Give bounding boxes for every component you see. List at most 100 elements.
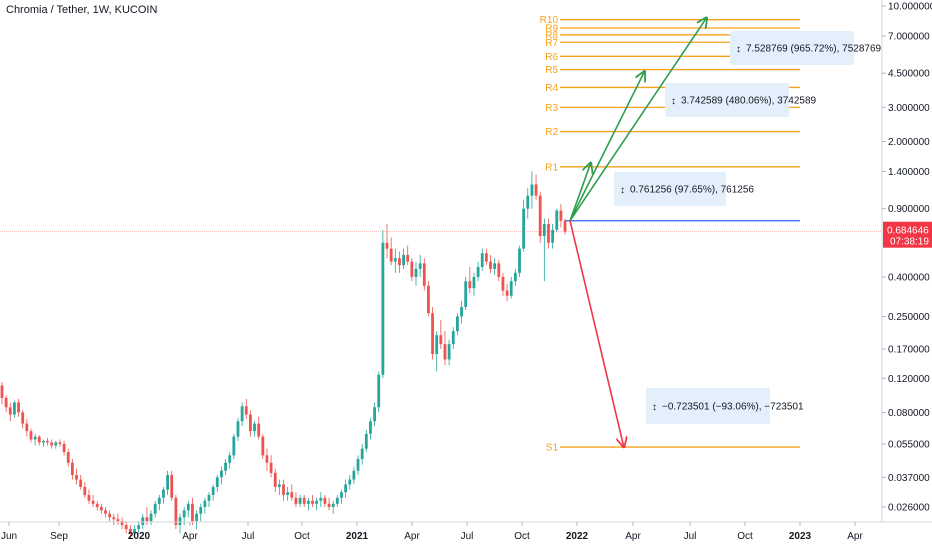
candle-body [505, 290, 509, 296]
candle-body [439, 335, 443, 345]
annotation-text: −0.723501 (−93.06%), −723501 [662, 402, 804, 413]
level-label-r4: R4 [545, 83, 558, 94]
candle-body [306, 500, 310, 504]
x-tick-label: 2021 [346, 531, 369, 542]
annotation-icon: ↕ [671, 96, 676, 107]
candle-body [269, 462, 273, 473]
candle-body [50, 442, 54, 446]
candle-body [75, 475, 78, 480]
candle-body [137, 524, 141, 530]
level-label-s1: S1 [546, 443, 559, 454]
annotation-box [730, 31, 854, 65]
candle-body [79, 479, 83, 487]
candle-body [464, 281, 468, 307]
candle-body [447, 344, 451, 360]
candle-body [87, 494, 91, 501]
candle-body [319, 497, 323, 501]
candle-body [277, 484, 281, 487]
candle-body [120, 521, 124, 525]
candle-body [170, 475, 174, 498]
candle-body [435, 335, 439, 355]
candle-body [211, 486, 215, 495]
candle-body [4, 397, 8, 408]
candle-body [340, 492, 343, 498]
candle-body [331, 503, 335, 507]
price-axis[interactable]: 10.000000 7.000000 4.500000 3.000000 2.00000… [881, 0, 932, 522]
candle-body [555, 210, 559, 230]
x-tick-label: Apr [847, 531, 863, 542]
candle-body [493, 263, 497, 269]
candle-body [418, 263, 422, 269]
candle-body [352, 470, 356, 480]
candle-body [116, 519, 120, 522]
y-tick-label: 10.000000 [888, 2, 932, 13]
candle-body [518, 248, 521, 273]
candle-body [145, 517, 149, 522]
candle-body [460, 306, 463, 317]
annotation-text: 3.742589 (480.06%), 3742589 [681, 96, 817, 107]
x-tick-label: Sep [50, 531, 68, 542]
candle-body [174, 497, 178, 525]
x-tick-label: Oct [514, 531, 530, 542]
annotation-box [646, 388, 770, 424]
candle-body [215, 477, 219, 487]
candle-body [29, 431, 33, 440]
candle-body [220, 470, 223, 478]
candle-body [364, 433, 368, 449]
y-tick-label: 0.055000 [888, 439, 930, 450]
candle-body [497, 263, 501, 277]
candle-body [112, 517, 116, 520]
candle-body [348, 479, 352, 485]
projection-arrows [569, 18, 707, 447]
candle-body [70, 462, 74, 476]
candle-body [232, 436, 236, 456]
y-tick-label: 0.250000 [888, 312, 930, 323]
candle-body [62, 443, 66, 452]
annotation-box [614, 172, 726, 206]
y-tick-label: 1.400000 [888, 167, 930, 178]
candle-body [559, 210, 563, 221]
candle-body [427, 285, 430, 314]
y-tick-label: 7.000000 [888, 32, 930, 43]
level-label-r3: R3 [545, 103, 558, 114]
candle-body [58, 442, 62, 444]
y-tick-label: 0.900000 [888, 204, 930, 215]
annotation-box [665, 83, 789, 117]
annotation-text: 7.528769 (965.72%), 7528769 [746, 44, 882, 55]
candle-body [99, 507, 103, 511]
candle-body [501, 276, 505, 291]
candle-body [37, 436, 41, 443]
candle-body [17, 402, 20, 413]
candle-body [290, 492, 294, 498]
candle-body [0, 385, 4, 398]
candle-body [95, 503, 99, 507]
candle-body [228, 455, 232, 463]
time-axis[interactable]: Jun Sep 2020 Apr Jul Oct 2021 Apr Jul Oct 2022 Apr J… [0, 521, 932, 542]
candle-body [406, 254, 410, 262]
candle-body [33, 436, 37, 440]
candle-body [25, 423, 29, 432]
candle-body [203, 500, 207, 507]
candle-body [166, 475, 169, 490]
x-tick-label: Apr [182, 531, 198, 542]
y-tick-label: 0.026000 [888, 503, 930, 514]
candle-body [526, 195, 530, 209]
candle-body [534, 184, 538, 196]
level-label-r5: R5 [545, 65, 558, 76]
candle-body [42, 440, 45, 443]
chart-title: Chromia / Tether, 1W, KUCOIN [6, 4, 158, 16]
y-tick-label: 3.000000 [888, 103, 930, 114]
candle-body [489, 261, 492, 269]
candle-body [410, 261, 414, 277]
annotation-icon: ↕ [620, 185, 625, 196]
candle-body [542, 224, 546, 237]
candle-body [385, 242, 389, 249]
measure-annotations: ↕ 0.761256 (97.65%), 761256 ↕ 3.742589 (480… [614, 31, 882, 424]
candle-body [484, 253, 488, 262]
candle-body [83, 486, 87, 495]
candle-body [240, 406, 244, 422]
candle-body [253, 423, 256, 432]
x-tick-label: Jul [242, 531, 255, 542]
candle-body [377, 374, 381, 408]
